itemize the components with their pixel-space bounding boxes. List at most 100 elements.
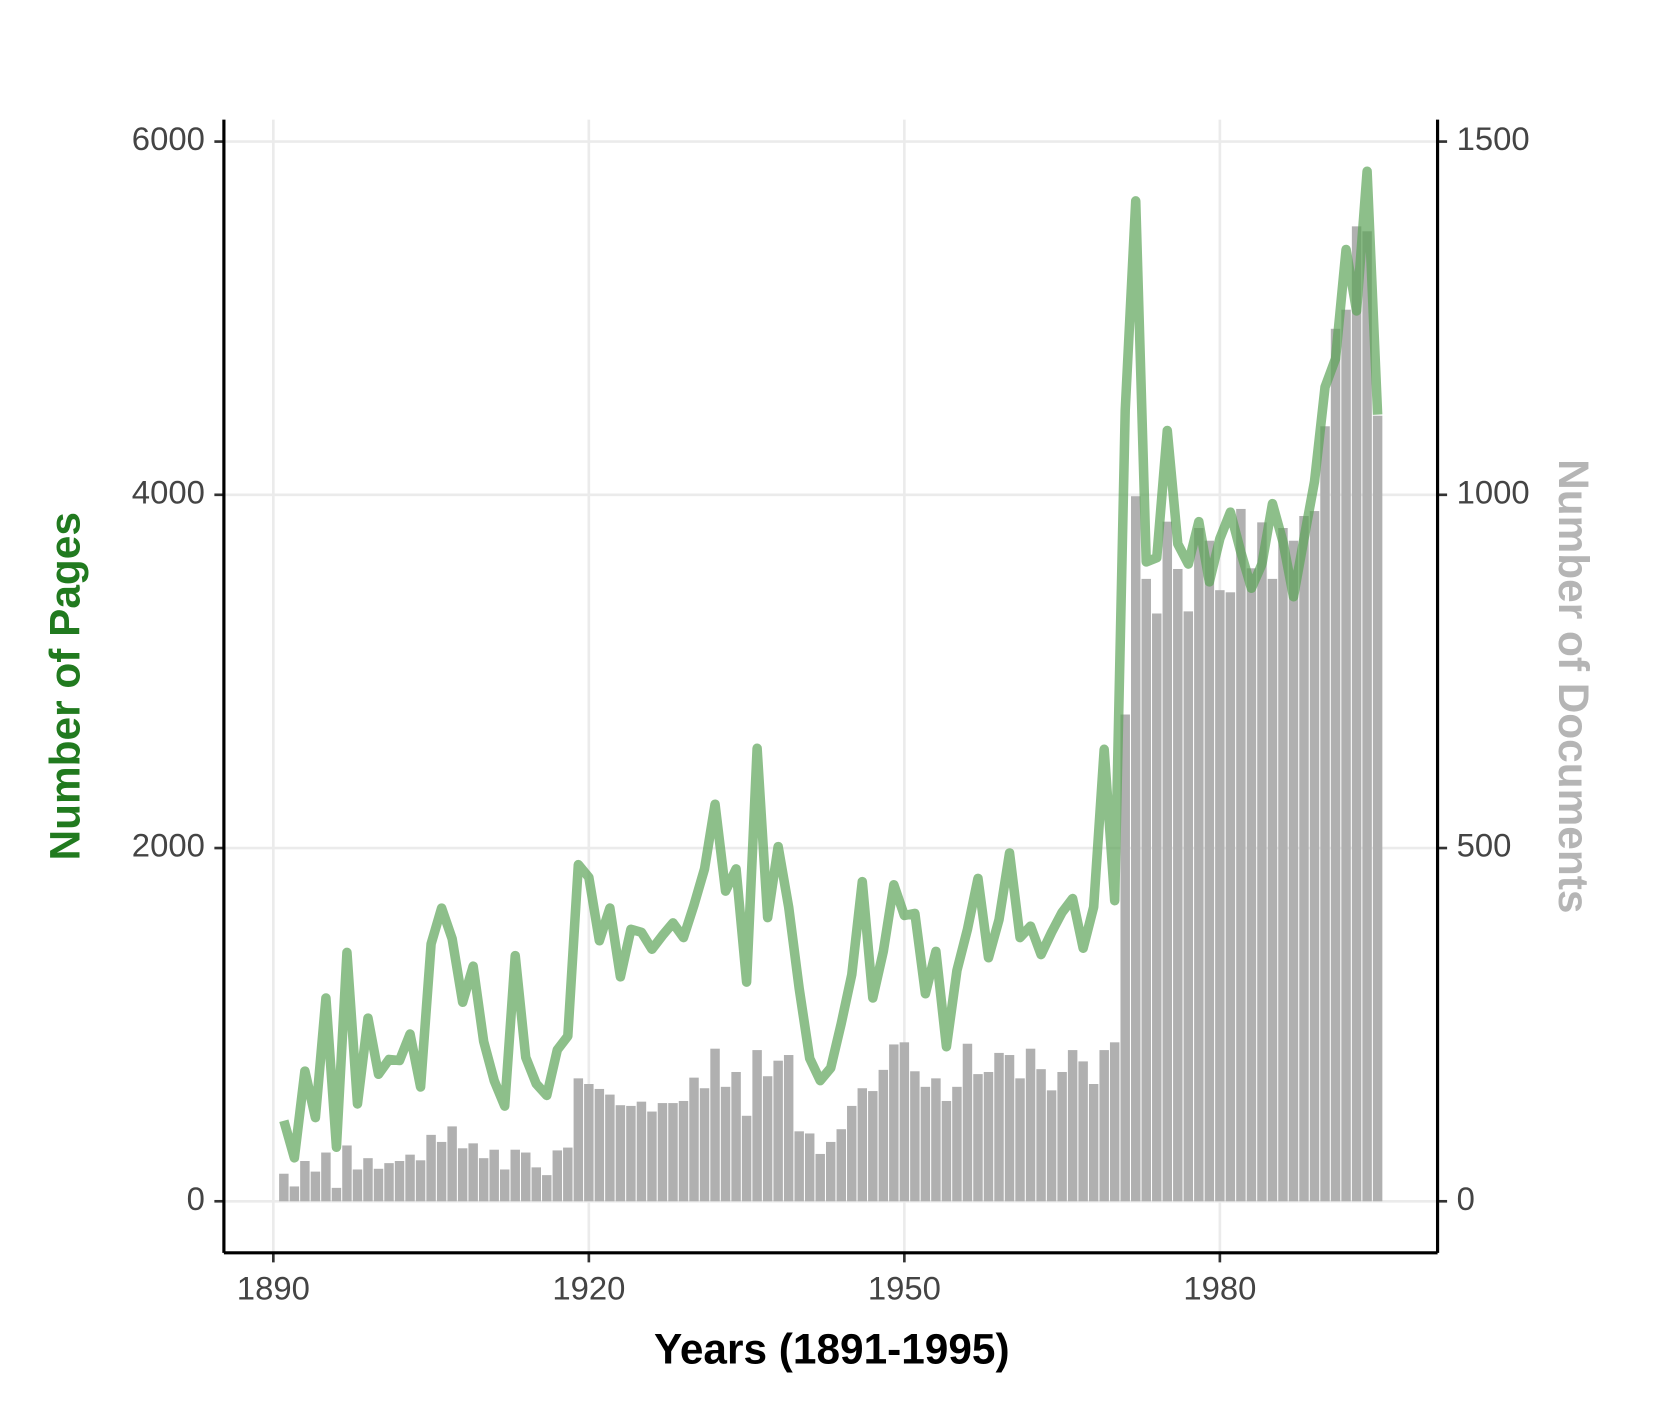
y2-tick-label: 1500 [1457,120,1530,157]
bar [1004,1055,1015,1202]
bar [678,1100,689,1202]
bar [405,1154,415,1202]
bar [394,1161,405,1202]
bar [436,1141,447,1202]
bar [889,1044,899,1202]
bar [636,1101,647,1202]
bar [668,1103,678,1202]
bar [1015,1078,1025,1202]
bar [1057,1071,1067,1202]
x-tick-label: 1890 [237,1270,310,1307]
bar [1078,1061,1088,1202]
bar [1351,226,1362,1202]
bar [1215,590,1225,1202]
bar [1088,1084,1099,1202]
y-tick-label: 6000 [132,120,205,157]
bar [1109,1042,1120,1202]
y2-tick-label: 0 [1457,1180,1475,1217]
bar [931,1078,941,1202]
bar [1025,1048,1036,1202]
bar [878,1069,889,1202]
bar [563,1147,573,1202]
bar [584,1084,594,1202]
bar [615,1105,626,1202]
bar [510,1149,520,1202]
bar [384,1163,394,1202]
y-tick-label: 4000 [132,473,205,510]
bar [626,1105,636,1202]
bar [342,1145,352,1202]
bar [657,1103,668,1202]
bar [1246,568,1257,1202]
bar [542,1175,552,1202]
x-axis-title: Years (1891-1995) [654,1326,1010,1373]
bar [689,1077,699,1202]
bar [826,1141,836,1202]
bar [489,1149,499,1202]
bar [352,1169,363,1202]
bar [415,1160,426,1202]
bar [720,1086,731,1202]
bar [1183,611,1194,1202]
bar [847,1105,857,1202]
bar [447,1126,457,1202]
bar [804,1133,815,1202]
bar [1320,426,1330,1202]
x-tick-label: 1950 [868,1270,941,1307]
bar [783,1055,794,1202]
bar [731,1071,741,1202]
bar [1341,309,1351,1202]
bar [752,1050,762,1202]
bar [468,1143,478,1202]
bar [815,1153,825,1202]
bar [1141,578,1151,1202]
bar [1267,578,1278,1202]
y2-tick-label: 1000 [1457,473,1530,510]
bar [605,1094,615,1202]
bar [1046,1090,1057,1202]
bar [1309,511,1320,1202]
bar [1099,1050,1109,1202]
bar [973,1074,983,1202]
bar [710,1048,720,1202]
bar [573,1078,584,1202]
bar [310,1171,321,1202]
bar [1330,328,1341,1202]
bar [531,1167,541,1202]
bar [1194,528,1204,1202]
y2-axis-title: Number of Documents [1550,459,1597,913]
bar [857,1088,868,1202]
bar [647,1111,657,1202]
bar [1225,592,1236,1202]
y2-tick-label: 500 [1457,827,1512,864]
bar [836,1129,846,1202]
bar [1120,714,1130,1202]
bar [762,1076,773,1202]
bar [868,1091,878,1202]
bar [1067,1050,1078,1202]
bar [521,1152,531,1202]
bar [426,1134,436,1202]
bar [1152,613,1162,1202]
bar [1278,528,1288,1202]
bar [279,1173,289,1202]
bar [1372,415,1383,1202]
bar [552,1150,563,1202]
y-tick-label: 2000 [132,827,205,864]
bar [983,1071,994,1202]
bar [321,1152,331,1202]
bar [1362,231,1372,1202]
line [279,166,1383,1163]
bar [373,1168,384,1202]
y-tick-label: 0 [187,1180,205,1217]
bar [741,1115,752,1202]
bar [994,1052,1004,1202]
x-tick-label: 1920 [552,1270,625,1307]
bar [1257,522,1267,1202]
axes: 1890 1920 1950 1980 0 2000 4000 6000 0 500 1000 150… [132,119,1530,1307]
bar [289,1186,300,1202]
marks [279,166,1383,1202]
bar [1162,521,1173,1202]
